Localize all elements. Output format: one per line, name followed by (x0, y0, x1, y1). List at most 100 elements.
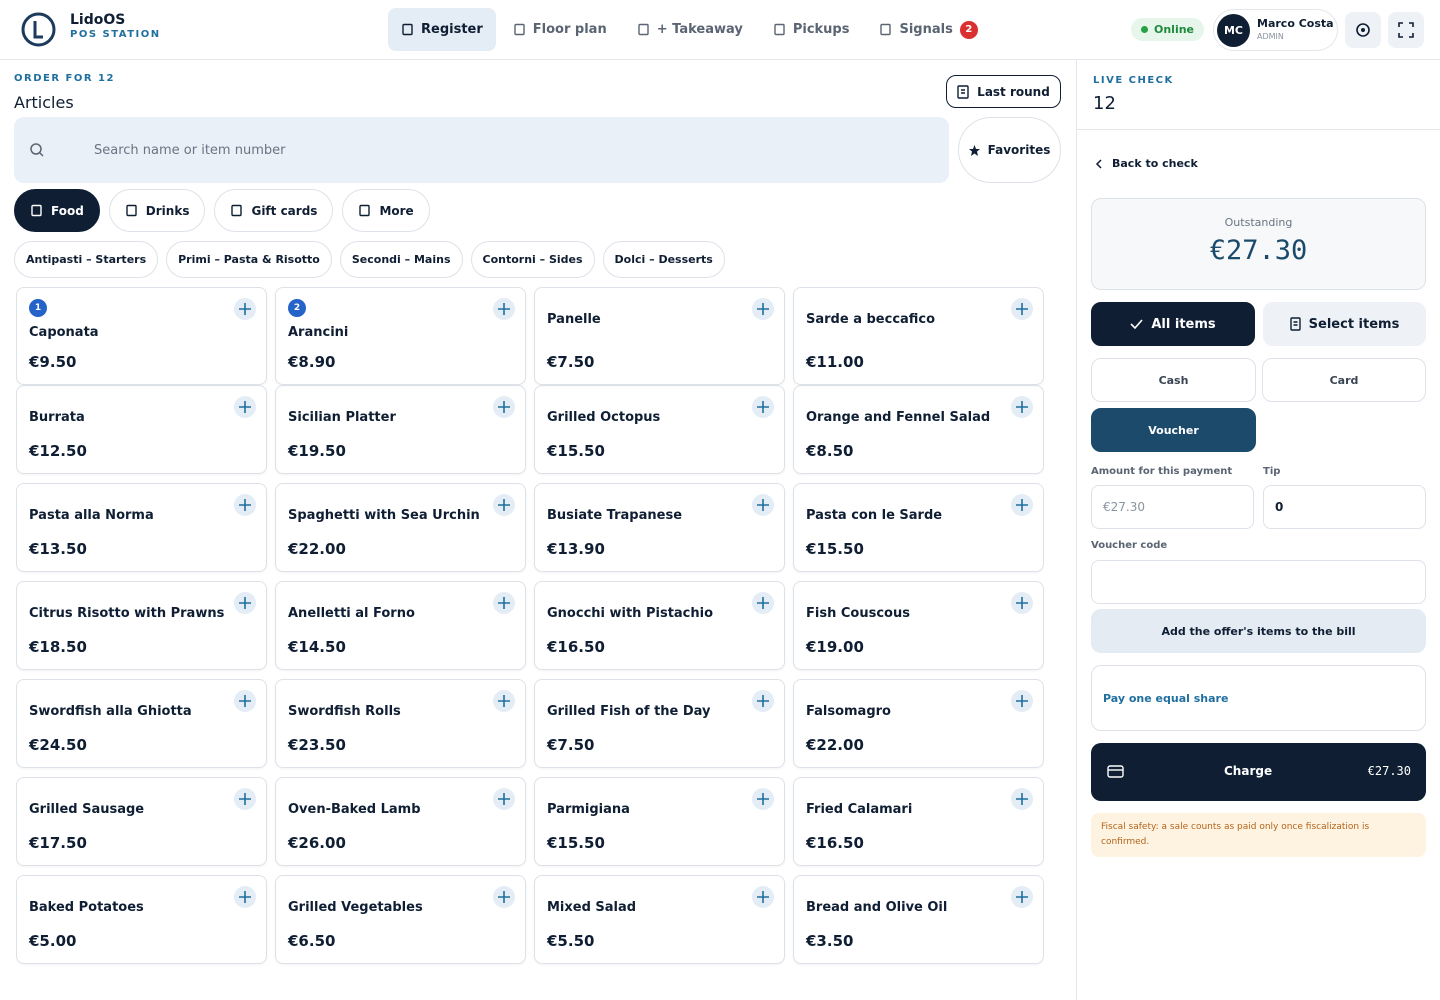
item-price: €15.50 (806, 540, 864, 558)
item-card[interactable]: Pasta con le Sarde €15.50 (793, 483, 1044, 572)
method-button[interactable]: Card (1262, 358, 1426, 402)
order-label: ORDER FOR 12 (14, 73, 115, 84)
add-button[interactable] (752, 298, 774, 320)
last-round-button[interactable]: Last round (946, 75, 1061, 108)
back-link[interactable]: Back to check (1095, 157, 1198, 170)
category-tab[interactable]: Gift cards (214, 189, 334, 232)
field-label: Amount for this payment (1091, 466, 1233, 477)
item-card[interactable]: Parmigiana €15.50 (534, 777, 785, 866)
favorites-button[interactable]: Favorites (958, 117, 1061, 183)
category-tab[interactable]: Drinks (108, 189, 206, 232)
voucher-input[interactable] (1091, 560, 1426, 604)
link-text: Back to check (1112, 157, 1198, 170)
item-card[interactable]: Grilled Fish of the Day €7.50 (534, 679, 785, 768)
nav-item[interactable]: Floor plan (500, 8, 620, 51)
item-card[interactable]: Burrata €12.50 (16, 385, 267, 474)
item-card[interactable]: 2 Arancini €8.90 (275, 287, 526, 385)
pay-share-button[interactable]: Pay one equal share (1091, 665, 1426, 731)
fullscreen-button[interactable] (1388, 12, 1424, 48)
add-button[interactable] (234, 298, 256, 320)
item-card[interactable]: Grilled Sausage €17.50 (16, 777, 267, 866)
add-button[interactable] (493, 788, 515, 810)
method-button[interactable]: Voucher (1091, 408, 1256, 452)
item-card[interactable]: Spaghetti with Sea Urchin €22.00 (275, 483, 526, 572)
amount-input[interactable]: €27.30 (1091, 485, 1254, 529)
subcategory-tab[interactable]: Secondi – Mains (339, 241, 463, 278)
all-items-button[interactable]: All items (1091, 302, 1255, 346)
category-tab[interactable]: More (342, 189, 430, 232)
item-card[interactable]: Swordfish alla Ghiotta €24.50 (16, 679, 267, 768)
add-button[interactable] (1011, 396, 1033, 418)
item-card[interactable]: Swordfish Rolls €23.50 (275, 679, 526, 768)
item-card[interactable]: Mixed Salad €5.50 (534, 875, 785, 964)
item-name: Grilled Sausage (29, 802, 145, 817)
item-name: Bread and Olive Oil (806, 900, 948, 915)
item-card[interactable]: Grilled Vegetables €6.50 (275, 875, 526, 964)
method-button[interactable]: Cash (1091, 358, 1256, 402)
item-card[interactable]: Anelletti al Forno €14.50 (275, 581, 526, 670)
item-card[interactable]: Orange and Fennel Salad €8.50 (793, 385, 1044, 474)
item-card[interactable]: Fried Calamari €16.50 (793, 777, 1044, 866)
item-card[interactable]: Grilled Octopus €15.50 (534, 385, 785, 474)
item-name: Grilled Vegetables (288, 900, 423, 915)
item-card[interactable]: Gnocchi with Pistachio €16.50 (534, 581, 785, 670)
outstanding-amount: €27.30 (1209, 235, 1308, 266)
nav-item[interactable]: Signals 2 (866, 8, 990, 51)
search-placeholder: Search name or item number (94, 142, 286, 158)
check-panel: LIVE CHECK 12 Back to check Outstanding … (1076, 60, 1440, 1000)
add-button[interactable] (1011, 494, 1033, 516)
item-card[interactable]: Panelle €7.50 (534, 287, 785, 385)
add-button[interactable] (493, 592, 515, 614)
add-button[interactable] (234, 690, 256, 712)
add-button[interactable] (234, 494, 256, 516)
add-button[interactable] (1011, 886, 1033, 908)
add-button[interactable] (493, 494, 515, 516)
item-card[interactable]: Citrus Risotto with Prawns €18.50 (16, 581, 267, 670)
item-card[interactable]: Oven-Baked Lamb €26.00 (275, 777, 526, 866)
item-card[interactable]: Sarde a beccafico €11.00 (793, 287, 1044, 385)
item-card[interactable]: Sicilian Platter €19.50 (275, 385, 526, 474)
user-name: Marco Costa (1257, 17, 1334, 30)
add-offer-button[interactable]: Add the offer's items to the bill (1091, 609, 1426, 653)
add-button[interactable] (493, 690, 515, 712)
subcategory-tab[interactable]: Antipasti – Starters (14, 241, 159, 278)
search-box[interactable]: Search name or item number (14, 117, 949, 183)
add-button[interactable] (752, 396, 774, 418)
add-button[interactable] (493, 298, 515, 320)
add-button[interactable] (752, 494, 774, 516)
add-button[interactable] (234, 886, 256, 908)
add-button[interactable] (752, 788, 774, 810)
add-button[interactable] (234, 788, 256, 810)
add-button[interactable] (493, 396, 515, 418)
item-card[interactable]: 1 Caponata €9.50 (16, 287, 267, 385)
settings-button[interactable] (1345, 12, 1381, 48)
item-card[interactable]: Fish Couscous €19.00 (793, 581, 1044, 670)
field-label: Tip (1263, 466, 1281, 477)
nav-item[interactable]: Pickups (760, 8, 863, 51)
subcategory-tab[interactable]: Primi – Pasta & Risotto (166, 241, 332, 278)
item-card[interactable]: Falsomagro €22.00 (793, 679, 1044, 768)
subcategory-tab[interactable]: Contorni – Sides (470, 241, 595, 278)
select-items-button[interactable]: Select items (1263, 302, 1426, 346)
item-card[interactable]: Baked Potatoes €5.00 (16, 875, 267, 964)
charge-button[interactable]: Charge €27.30 (1091, 743, 1426, 801)
user-menu[interactable]: MC Marco Costa ADMIN (1213, 9, 1338, 51)
subcategory-tab[interactable]: Dolci – Desserts (602, 241, 725, 278)
item-card[interactable]: Pasta alla Norma €13.50 (16, 483, 267, 572)
add-button[interactable] (752, 886, 774, 908)
category-tab[interactable]: Food (14, 189, 100, 232)
add-button[interactable] (752, 690, 774, 712)
add-button[interactable] (1011, 298, 1033, 320)
add-button[interactable] (234, 592, 256, 614)
add-button[interactable] (1011, 690, 1033, 712)
add-button[interactable] (1011, 788, 1033, 810)
nav-item[interactable]: + Takeaway (624, 8, 756, 51)
nav-item[interactable]: Register (388, 8, 496, 51)
item-card[interactable]: Bread and Olive Oil €3.50 (793, 875, 1044, 964)
tip-input[interactable]: 0 (1263, 485, 1426, 529)
add-button[interactable] (752, 592, 774, 614)
item-card[interactable]: Busiate Trapanese €13.90 (534, 483, 785, 572)
add-button[interactable] (234, 396, 256, 418)
add-button[interactable] (493, 886, 515, 908)
add-button[interactable] (1011, 592, 1033, 614)
